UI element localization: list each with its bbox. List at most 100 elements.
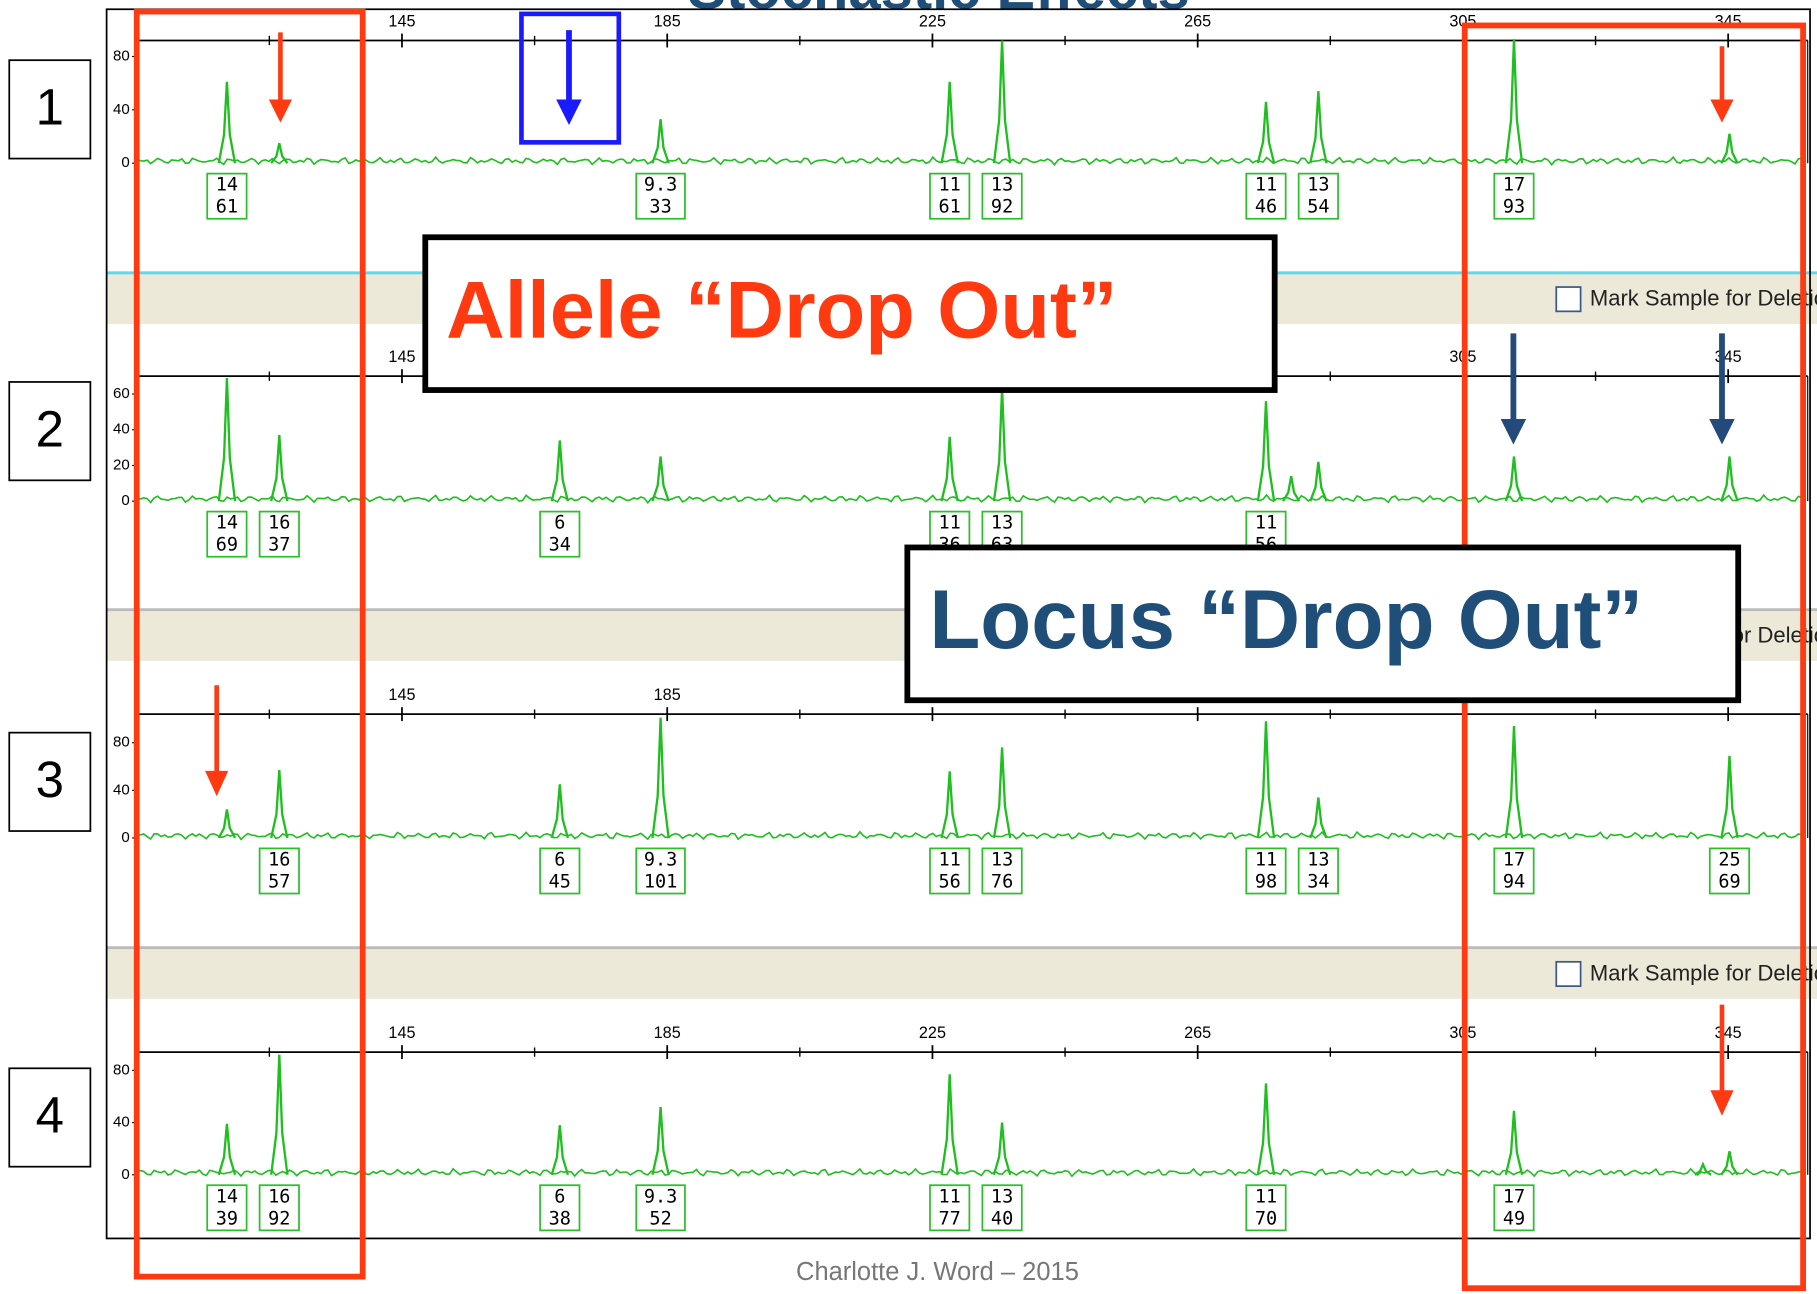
allele-name: 13: [1307, 175, 1329, 196]
allele-name: 9.3: [644, 1186, 677, 1207]
peak-height-label: 69: [216, 535, 238, 556]
x-tick-label: 145: [388, 348, 415, 366]
peak: [992, 40, 1012, 164]
allele-label-box: [1493, 1184, 1535, 1232]
y-tick-label: 40: [113, 1114, 130, 1131]
y-tick-label: 0: [121, 492, 129, 509]
checkbox-label: Mark Sample for Deletion: [1590, 286, 1817, 311]
callout-text: Locus “Drop Out”: [929, 573, 1643, 666]
peak: [1256, 401, 1276, 502]
peak-height-label: 38: [549, 1208, 571, 1229]
allele-label-box: [539, 510, 581, 558]
allele-label-box: [929, 1184, 971, 1232]
peak: [1256, 721, 1276, 839]
y-tick-label: 20: [113, 456, 130, 473]
peak: [992, 747, 1012, 839]
arrow: [556, 30, 582, 126]
panel-number: 1: [36, 79, 64, 136]
allele-label-box: [258, 847, 300, 895]
allele-label-box: [635, 847, 686, 895]
peak-height-label: 40: [991, 1208, 1013, 1229]
allele-name: 14: [216, 1186, 238, 1207]
allele-label-box: [929, 847, 971, 895]
arrow: [1500, 333, 1527, 445]
slide-title: Stochastic Effects: [688, 0, 1190, 21]
peak: [217, 1123, 237, 1176]
peak: [1504, 456, 1524, 502]
allele-label-box: [981, 1184, 1023, 1232]
peak-height-label: 33: [649, 197, 671, 218]
peak-height-label: 45: [549, 871, 571, 892]
peak: [1309, 461, 1328, 502]
peak-height-label: 69: [1718, 871, 1740, 892]
y-tick-label: 0: [121, 154, 129, 171]
peak-height-label: 37: [268, 535, 290, 556]
arrow: [268, 32, 293, 123]
callout-text: Allele “Drop Out”: [446, 265, 1117, 355]
panel-number: 2: [36, 400, 64, 457]
allele-name: 25: [1718, 849, 1740, 870]
baseline-trace: [136, 1167, 1806, 1178]
allele-name: 13: [1307, 849, 1329, 870]
allele-label-box: [258, 1184, 300, 1232]
x-tick-label: 225: [919, 1024, 946, 1042]
allele-label-box: [1493, 172, 1535, 220]
checkbox[interactable]: [1555, 960, 1582, 987]
allele-name: 11: [1255, 1186, 1277, 1207]
allele-label-box: [206, 172, 248, 220]
allele-name: 14: [216, 513, 238, 534]
frame: [105, 8, 1811, 1240]
peak: [940, 771, 959, 839]
peak: [1282, 475, 1301, 502]
allele-label-box: [1493, 847, 1535, 895]
y-tick-label: 40: [113, 101, 130, 118]
allele-name: 11: [939, 513, 961, 534]
y-tick-label: 60: [113, 385, 130, 402]
allele-name: 14: [216, 175, 238, 196]
checkbox[interactable]: [1555, 286, 1582, 313]
allele-label-box: [206, 510, 248, 558]
allele-label-box: [635, 1184, 686, 1232]
peak-height-label: 70: [1255, 1208, 1277, 1229]
peak-height-label: 77: [939, 1208, 961, 1229]
x-tick-label: 145: [388, 686, 415, 704]
allele-label-box: [539, 847, 581, 895]
peak: [217, 377, 237, 502]
callout-box: [422, 234, 1278, 393]
allele-label-box: [981, 172, 1023, 220]
allele-name: 6: [554, 1186, 565, 1207]
peak: [1256, 101, 1276, 164]
arrow: [205, 685, 229, 797]
y-tick-label: 80: [113, 1061, 130, 1078]
peak: [1720, 456, 1739, 502]
peak: [940, 1074, 959, 1175]
peak-height-label: 39: [216, 1208, 238, 1229]
allele-label-box: [539, 1184, 581, 1232]
peak-height-label: 98: [1255, 871, 1277, 892]
panel-number-box: [8, 731, 92, 832]
allele-name: 17: [1503, 1186, 1525, 1207]
peak: [1504, 1110, 1524, 1176]
peak: [270, 435, 289, 502]
peak: [270, 1054, 289, 1175]
allele-name: 11: [1255, 175, 1277, 196]
x-tick-label: 145: [388, 1024, 415, 1042]
peak: [1256, 1083, 1276, 1175]
allele-name: 11: [939, 175, 961, 196]
peak: [1720, 755, 1739, 839]
peak: [940, 436, 959, 502]
allele-label-box: [981, 847, 1023, 895]
peak-height-label: 94: [1503, 871, 1525, 892]
peak-height-label: 76: [991, 871, 1013, 892]
peak: [1720, 133, 1739, 164]
baseline-trace: [136, 155, 1807, 166]
peak: [1504, 725, 1524, 839]
allele-name: 17: [1503, 849, 1525, 870]
allele-name: 11: [939, 1186, 961, 1207]
allele-label-box: [635, 172, 686, 220]
allele-name: 9.3: [644, 849, 677, 870]
peak-height-label: 34: [549, 535, 571, 556]
x-tick-label: 345: [1715, 348, 1742, 366]
